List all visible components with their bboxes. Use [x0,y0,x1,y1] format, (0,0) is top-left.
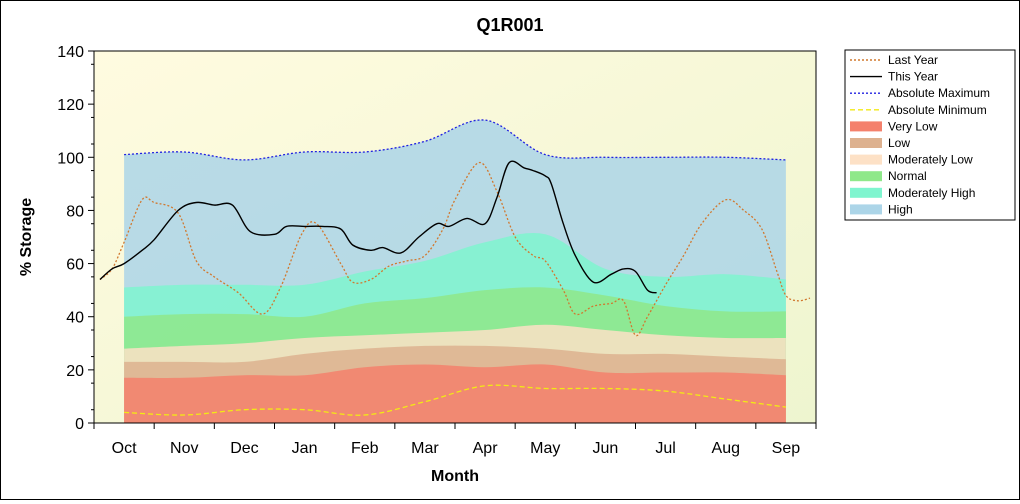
legend-item-absolute-maximum: Absolute Maximum [850,86,990,100]
x-tick-label: Jun [593,440,619,457]
series-absolute-minimum [124,384,786,416]
series-last-year [99,161,811,337]
x-tick-label: Nov [170,440,198,457]
x-tick-label: Mar [411,440,439,457]
legend-label: High [888,202,913,216]
series-absolute-maximum [124,119,786,161]
percentile-bands [124,119,786,423]
legend-label: Low [888,136,910,150]
y-tick-label: 60 [66,257,84,274]
legend-swatch [850,204,882,215]
legend-swatch [850,138,882,148]
legend-item-last-year: Last Year [850,53,938,67]
y-tick-label: 40 [66,310,84,327]
chart-title: Q1R001 [476,15,543,35]
legend-label: Normal [888,169,927,183]
x-tick-label: Dec [230,440,258,457]
legend-swatch [850,187,882,198]
legend-swatch [850,121,882,132]
legend-label: Moderately High [888,186,975,200]
y-tick-label: 140 [57,44,84,61]
x-tick-label: Oct [112,440,137,457]
legend-item-high: High [850,202,913,216]
legend-label: This Year [888,70,938,84]
y-tick-label: 20 [66,363,84,380]
series-lines [99,119,811,416]
legend-item-low: Low [850,136,910,150]
legend-item-moderately-low: Moderately Low [850,153,973,167]
legend-label: Absolute Minimum [888,103,987,117]
legend-item-very-low: Very Low [850,119,938,133]
series-this-year [99,160,657,294]
x-tick-label: May [530,440,560,457]
x-axis-title: Month [431,468,479,485]
legend-item-absolute-minimum: Absolute Minimum [850,103,987,117]
x-tick-label: Jul [655,440,675,457]
legend-label: Moderately Low [888,153,973,167]
x-tick-label: Apr [473,440,499,457]
legend-item-normal: Normal [850,169,927,183]
legend-item-this-year: This Year [850,70,938,84]
y-tick-label: 100 [57,150,84,167]
x-tick-label: Aug [712,440,740,457]
x-tick-label: Sep [772,440,801,457]
y-tick-label: 0 [75,416,84,433]
x-axis: Oct Nov Dec Jan Feb Mar Apr May Jun Jul Aug Sep [93,423,817,457]
legend-swatch [850,171,882,182]
y-tick-label: 120 [57,97,84,114]
y-axis-title: % Storage [18,198,35,276]
legend-swatch [850,154,882,165]
x-tick-label: Jan [292,440,318,457]
band-very-low [124,364,786,423]
x-tick-label: Feb [351,440,379,457]
y-tick-label: 80 [66,203,84,220]
legend-label: Very Low [888,119,938,133]
legend-label: Absolute Maximum [888,86,990,100]
legend-label: Last Year [888,53,938,67]
y-axis: 0 20 40 60 80 100 120 140 [57,44,94,433]
legend: Last Year This Year Absolute Maximum Absolu… [844,49,1016,221]
legend-item-moderately-high: Moderately High [850,186,975,200]
